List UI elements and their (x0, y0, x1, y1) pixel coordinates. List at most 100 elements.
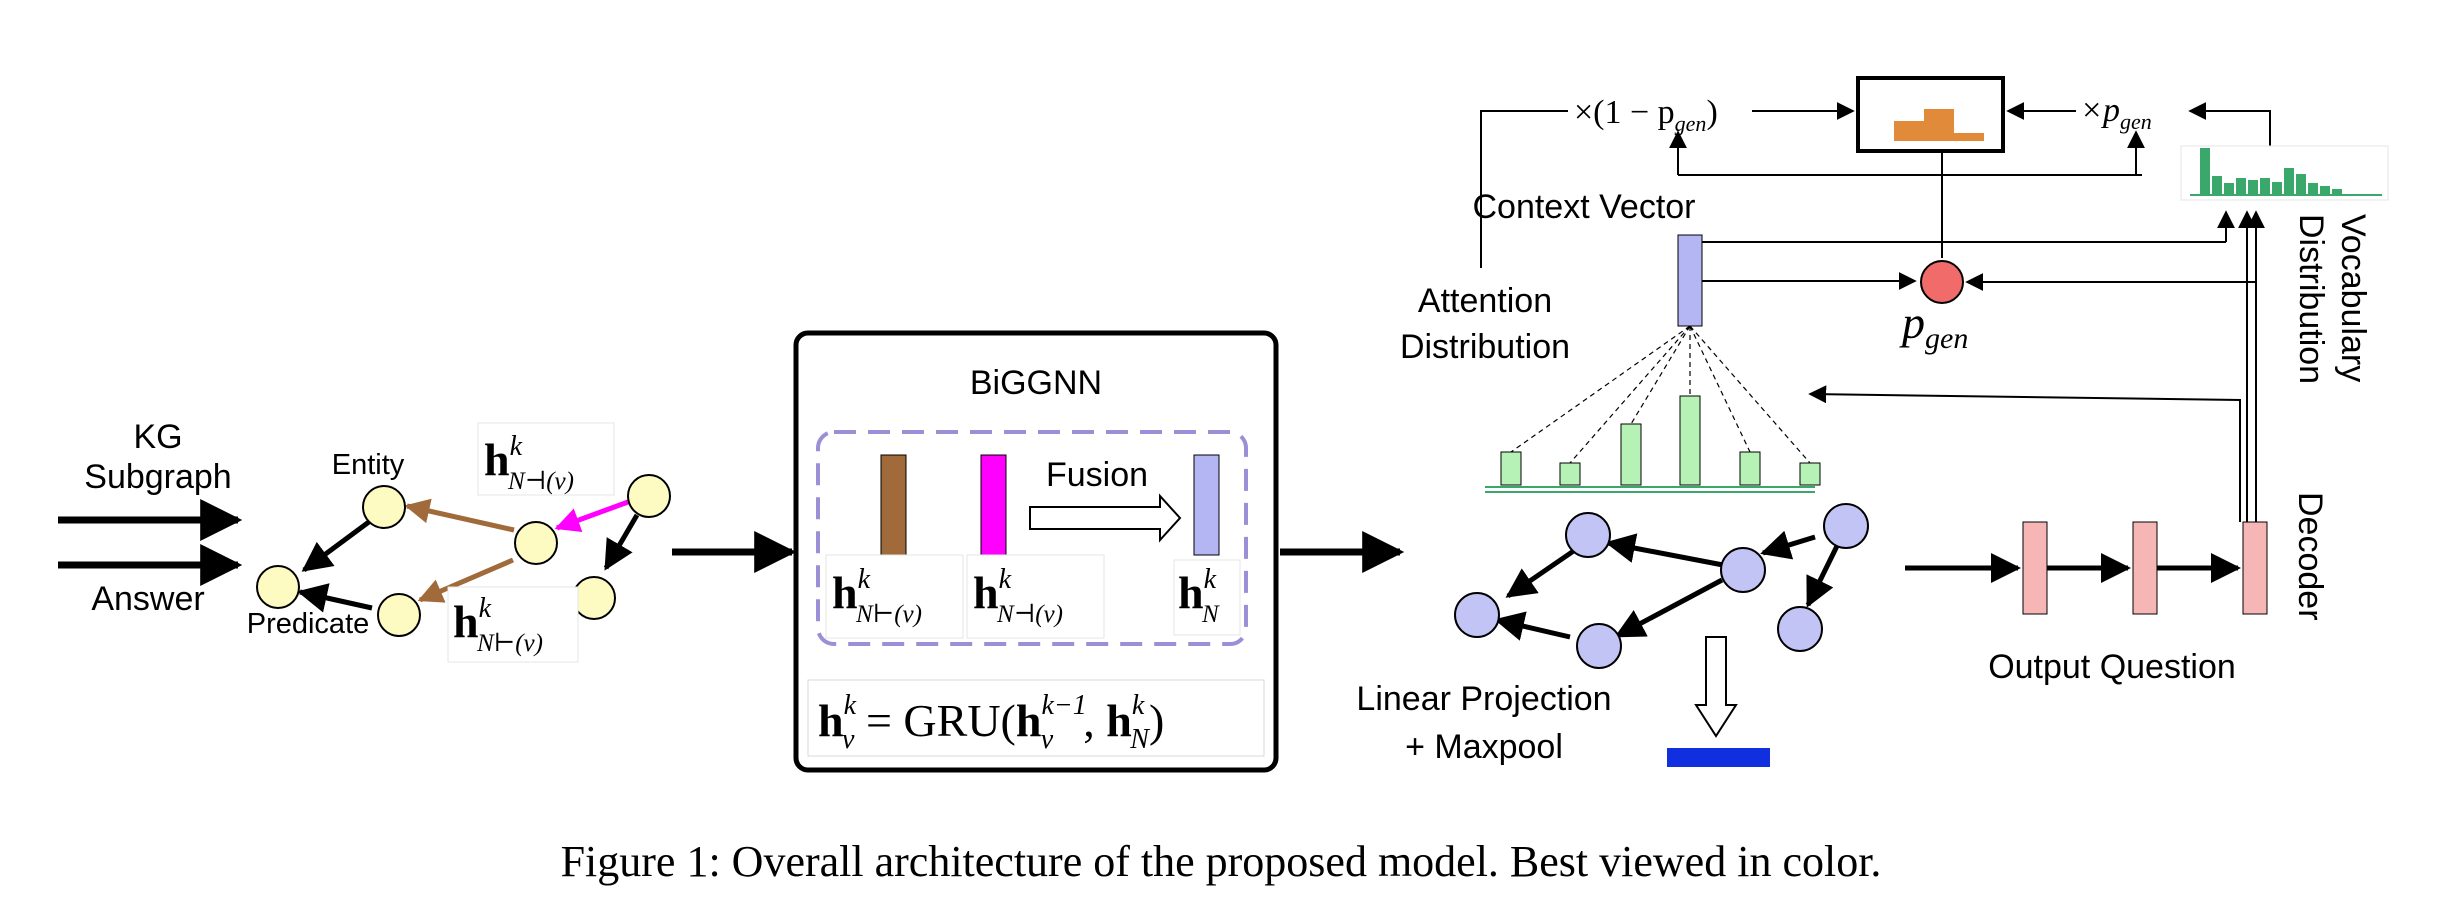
context-vector-label: Context Vector (1472, 188, 1695, 226)
graph-edge-magenta (554, 499, 629, 533)
pgen-gate: pgen (1702, 210, 2256, 355)
graph-node (514, 521, 558, 565)
vocab-label-line1: Vocabulary (2334, 214, 2372, 382)
vocab-bar (2332, 189, 2342, 194)
decoder-label: Decoder (2291, 492, 2329, 621)
figure-caption: Figure 1: Overall architecture of the pr… (561, 837, 1882, 886)
encoder-node (1565, 512, 1611, 558)
encoder-node (1720, 547, 1766, 593)
graph-edge (1614, 577, 1724, 639)
attention-link (1689, 325, 1811, 464)
vocabulary-distribution: Vocabulary Distribution (2180, 145, 2389, 384)
kg-graph: Entity Predicate hk N⊣(v) hk N⊢(v) (247, 422, 671, 663)
encoder-node (1454, 592, 1500, 638)
final-dist-bar (1924, 109, 1954, 141)
predicate-node (377, 593, 421, 637)
graph-edge-brown (404, 498, 515, 533)
biggnn-box (793, 330, 1279, 773)
vocab-bar (2236, 178, 2246, 194)
pgen-multiplier-label: ×pgen (2080, 92, 2152, 134)
fused-embedding-bar (1193, 454, 1220, 556)
attention-path-line (1480, 110, 1568, 268)
graph-node (572, 576, 616, 620)
backward-embedding-bar (980, 454, 1007, 556)
vocab-bar (2248, 180, 2258, 194)
graph-node (627, 474, 671, 518)
encoder-node (1823, 503, 1869, 549)
gru-equation: hk v = GRU(hk−1 v, hk N) (818, 690, 1164, 755)
attention-label-line2: Distribution (1400, 328, 1570, 366)
kg-label-line2: Subgraph (84, 458, 231, 496)
h-backward-biggnn-math: hk N⊣(v) (973, 564, 1063, 628)
h-backward-box (477, 422, 615, 496)
encoder-graph (1454, 503, 1869, 669)
final-distribution: ×(1 − pgen) ×pgen (1480, 76, 2271, 268)
graph-edge (1494, 611, 1571, 641)
graph-edge (297, 583, 373, 613)
vocab-bar (2224, 183, 2234, 194)
vocab-bar (2308, 183, 2318, 194)
pgen-label: pgen (1899, 297, 1968, 355)
biggnn-module: BiGGNN Fusion hk N⊢(v) hk N⊣(v) hk N hk v = … (793, 330, 1279, 773)
final-dist-bar (1954, 133, 1984, 141)
decoder-state (2242, 521, 2268, 615)
vocab-bar (2284, 168, 2294, 194)
h-backward-biggnn-box (966, 554, 1105, 639)
attention-bar (1559, 462, 1581, 486)
biggnn-title: BiGGNN (970, 364, 1102, 402)
context-vector: Context Vector (1472, 188, 1703, 327)
vocab-bar (2320, 186, 2330, 194)
h-forward-math: hk N⊢(v) (453, 593, 543, 657)
vocab-path-line (2188, 102, 2271, 150)
vocab-bar (2260, 178, 2270, 194)
encoder-node (1777, 606, 1823, 652)
forward-embedding-bar (880, 454, 907, 556)
attention-bar (1679, 395, 1701, 486)
linear-projection-line2: + Maxpool (1405, 728, 1563, 766)
maxpool-arrow (1694, 636, 1738, 738)
final-dist-bar (1894, 121, 1924, 141)
entity-label: Entity (332, 449, 405, 481)
pgen-circle (1920, 260, 1964, 304)
graph-edge (1760, 530, 1816, 560)
graph-edge (1505, 547, 1577, 599)
fusion-arrow (1029, 493, 1182, 543)
h-forward-biggnn-math: hk N⊢(v) (832, 564, 922, 628)
linear-projection: Linear Projection + Maxpool (1356, 636, 1770, 767)
decoder-to-attention-arrow (1808, 385, 2241, 522)
graph-embedding-bar (1667, 748, 1770, 767)
vocab-bar (2200, 148, 2210, 194)
output-question-label: Output Question (1988, 648, 2236, 686)
attention-link (1510, 325, 1691, 453)
biggnn-dashed-region (816, 430, 1248, 646)
vocab-bar (2212, 176, 2222, 194)
vocab-bar (2272, 182, 2282, 194)
gru-equation-box (807, 679, 1265, 757)
encoder-node (1576, 623, 1622, 669)
decoder: Output Question Decoder (1808, 210, 2329, 686)
graph-edge (1805, 544, 1840, 608)
one-minus-pgen-label: ×(1 − pgen) (1574, 94, 1718, 136)
attention-bar (1799, 462, 1821, 486)
h-forward-biggnn-box (825, 554, 964, 639)
h-fused-math: hk N (1178, 564, 1220, 628)
predicate-label: Predicate (247, 608, 370, 640)
attention-bar (1620, 423, 1642, 486)
context-vector-bar (1677, 234, 1703, 327)
answer-label: Answer (91, 580, 204, 618)
h-fused-box (1173, 559, 1241, 636)
attention-link (1630, 325, 1691, 425)
graph-node (256, 565, 300, 609)
entity-node (362, 485, 406, 529)
attention-link (1569, 325, 1691, 464)
graph-edge-brown (417, 557, 514, 603)
decoder-state (2022, 521, 2048, 615)
h-backward-math: hk N⊣(v) (484, 431, 574, 495)
h-forward-box (447, 586, 579, 663)
attention-bar (1739, 451, 1761, 486)
attention-label-line1: Attention (1418, 282, 1552, 320)
attention-bar (1500, 451, 1522, 486)
inputs: KG Subgraph Answer (58, 418, 243, 618)
graph-edge (1605, 533, 1724, 568)
